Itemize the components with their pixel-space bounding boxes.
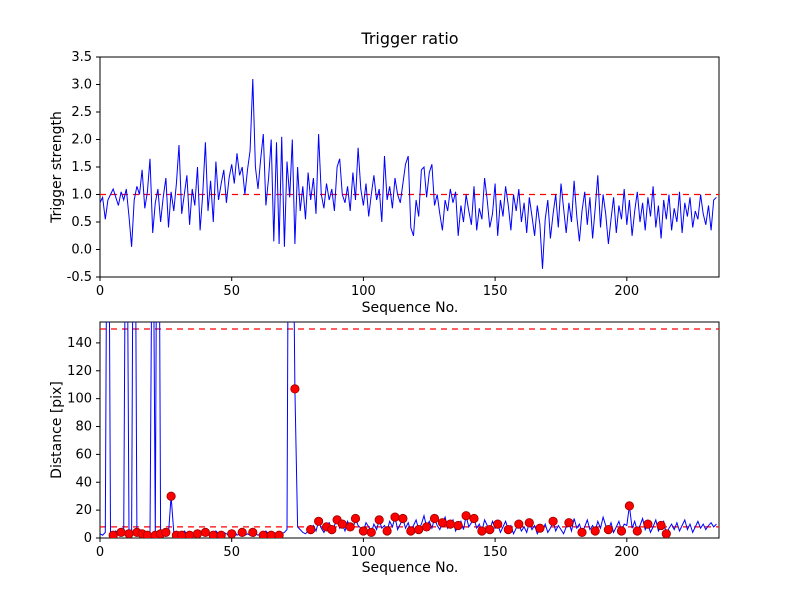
y-tick-label: 3.0 [71,78,92,93]
detection-marker [429,513,440,524]
y-tick-label: 0.0 [71,243,92,258]
detection-marker [548,516,558,526]
detection-marker [345,522,355,532]
y-tick-label: 100 [67,392,92,407]
y-tick-label: 20 [75,503,92,518]
detection-marker [390,512,400,522]
x-tick-label: 200 [614,545,639,560]
detection-marker [337,519,347,529]
y-tick-label: -0.5 [67,270,92,285]
detection-marker [603,524,614,535]
y-tick-label: 0.5 [71,215,92,230]
chart-title: Trigger ratio [361,29,459,48]
detection-marker [382,526,392,536]
y-tick-label: 140 [67,336,92,351]
detection-marker [624,501,635,511]
detection-marker [590,526,600,536]
detection-marker [453,520,463,531]
detection-marker [461,511,471,521]
detection-marker [398,513,408,524]
detection-marker [108,530,118,538]
detection-marker [414,524,424,535]
x-tick-label: 200 [614,284,639,299]
top-y-axis-label: Trigger strength [49,111,65,223]
detection-marker [485,524,495,535]
y-tick-label: 40 [75,475,92,490]
y-tick-label: 1.5 [71,160,92,175]
x-tick-label: 100 [351,284,376,299]
data-line [100,78,717,269]
detection-marker [524,518,534,528]
detection-marker [161,527,171,538]
detection-marker [406,526,416,536]
axes-frame [99,321,720,539]
axes-frame [99,56,720,278]
detection-marker [477,526,487,536]
detection-marker [632,526,642,536]
y-tick-label: 3.5 [71,50,92,65]
top-x-axis-label: Sequence No. [361,300,459,316]
x-tick-label: 150 [483,284,508,299]
y-tick-label: 120 [67,364,92,379]
bottom-x-axis-label: Sequence No. [361,560,459,576]
x-tick-label: 0 [96,284,104,299]
x-tick-label: 0 [96,545,104,560]
x-tick-label: 100 [351,545,376,560]
detection-marker [227,529,237,538]
detection-marker [192,529,203,538]
detection-marker [327,524,337,535]
detection-marker [350,513,361,524]
detection-marker [469,513,479,524]
x-tick-label: 150 [483,545,508,560]
detection-marker [661,529,671,538]
bottom-y-axis-label: Distance [pix] [49,381,65,479]
y-tick-label: 60 [75,447,92,462]
y-tick-label: 80 [75,420,92,435]
detection-marker [564,518,574,528]
detection-marker [358,526,368,536]
detection-marker [313,516,324,526]
y-tick-label: 2.5 [71,105,92,120]
detection-marker [437,518,447,528]
detection-marker [643,519,653,529]
detection-marker [166,491,176,501]
detection-marker [306,524,316,535]
detection-marker [535,523,545,533]
detection-marker [200,527,210,538]
detection-marker [493,519,503,529]
y-tick-label: 0 [84,531,92,546]
detection-marker [656,520,666,531]
detection-marker [577,527,587,538]
detection-marker [366,527,376,538]
detection-marker [290,384,300,394]
subplot-1: 0 50 100 150 200 0 20 40 60 80 100 120 140 [67,321,720,560]
detection-marker [274,530,284,538]
detection-marker [514,519,524,529]
detection-marker [124,529,134,538]
detection-marker [216,530,226,538]
detection-marker [445,519,455,529]
detection-marker [237,527,247,538]
detection-marker [503,524,513,535]
x-tick-label: 50 [223,545,240,560]
subplot-0: 0 50 100 150 200 -0.5 0.0 0.5 1.0 1.5 2.0 2.5 3.0 3.5 [67,50,720,299]
x-tick-label: 50 [223,284,240,299]
detection-marker [421,522,432,532]
detection-marker [616,526,627,536]
detection-marker [374,515,384,525]
detection-marker [116,527,126,538]
y-tick-label: 1.0 [71,188,92,203]
data-line [100,322,717,537]
detection-marker [248,527,258,538]
y-tick-label: 2.0 [71,133,92,148]
